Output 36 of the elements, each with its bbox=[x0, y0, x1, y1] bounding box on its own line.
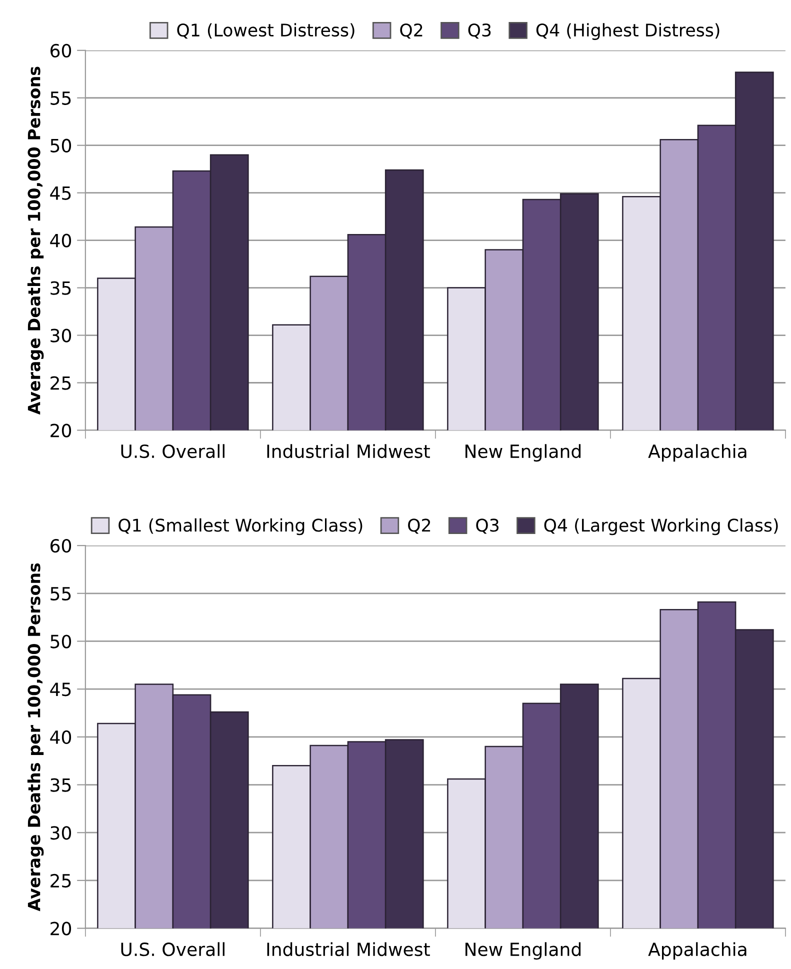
legend-label: Q4 (Highest Distress) bbox=[536, 23, 720, 40]
legend-label: Q2 bbox=[408, 518, 430, 534]
y-tick-label: 55 bbox=[50, 587, 71, 601]
legend-label: Q2 bbox=[400, 23, 422, 39]
y-axis-title: Average Deaths per 100,000 Persons bbox=[27, 66, 44, 415]
x-tick-label: Industrial Midwest bbox=[267, 942, 430, 956]
x-tick-label: U.S. Overall bbox=[121, 942, 224, 956]
legend-label: Q1 (Lowest Distress) bbox=[177, 23, 354, 39]
y-tick-label: 35 bbox=[50, 281, 71, 295]
y-axis-title: Average Deaths per 100,000 Persons bbox=[27, 563, 44, 912]
y-tick-label: 40 bbox=[50, 234, 72, 248]
y-tick-label: 50 bbox=[50, 138, 72, 152]
x-tick-label: New England bbox=[466, 942, 581, 960]
legend-label: Q1 (Smallest Working Class) bbox=[118, 518, 362, 536]
legend-label: Q3 bbox=[468, 23, 491, 39]
x-tick-label: Industrial Midwest bbox=[267, 444, 430, 458]
y-tick-label: 35 bbox=[50, 778, 71, 792]
y-tick-label: 25 bbox=[50, 376, 71, 390]
y-tick-label: 20 bbox=[50, 424, 72, 438]
legend-label: Q3 bbox=[476, 518, 499, 534]
y-tick-label: 40 bbox=[50, 730, 72, 744]
y-tick-label: 45 bbox=[50, 682, 71, 696]
y-tick-label: 55 bbox=[50, 92, 71, 105]
y-tick-label: 60 bbox=[50, 44, 72, 58]
x-tick-label: New England bbox=[466, 444, 581, 462]
y-tick-label: 50 bbox=[50, 634, 72, 648]
x-tick-label: U.S. Overall bbox=[121, 444, 224, 458]
y-tick-label: 45 bbox=[50, 186, 71, 200]
y-tick-label: 60 bbox=[50, 539, 72, 553]
y-tick-label: 30 bbox=[50, 826, 72, 840]
y-tick-label: 25 bbox=[50, 874, 71, 888]
x-tick-label: Appalachia bbox=[648, 942, 746, 960]
x-tick-label: Appalachia bbox=[648, 444, 746, 462]
y-tick-label: 20 bbox=[50, 922, 72, 936]
y-tick-label: 30 bbox=[50, 328, 72, 342]
legend-label: Q4 (Largest Working Class) bbox=[544, 518, 778, 536]
